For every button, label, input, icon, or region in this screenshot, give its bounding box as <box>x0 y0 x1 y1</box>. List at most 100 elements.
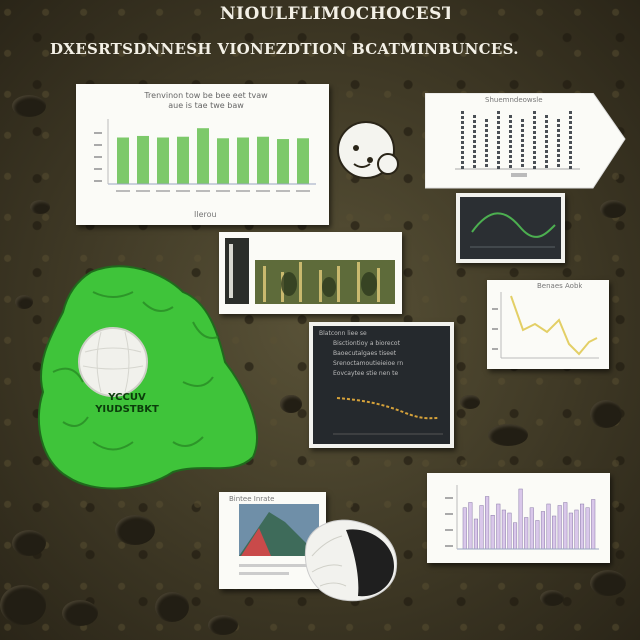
pebble <box>0 585 46 625</box>
dot-mark <box>509 130 512 133</box>
dot-mark <box>497 166 500 169</box>
bar <box>479 505 484 550</box>
dot-mark <box>497 121 500 124</box>
tick-label <box>176 190 190 192</box>
dot-mark <box>569 126 572 129</box>
dot-mark <box>557 159 560 162</box>
dot-mark <box>461 141 464 144</box>
dot-mark <box>557 144 560 147</box>
dot-mark <box>485 119 488 122</box>
dot-mark <box>473 125 476 128</box>
bar <box>462 507 467 550</box>
dot-mark <box>485 149 488 152</box>
dot-mark <box>545 160 548 163</box>
dot-mark <box>557 154 560 157</box>
dot-mark <box>509 145 512 148</box>
dot-mark <box>473 120 476 123</box>
dot-mark <box>545 135 548 138</box>
bar <box>529 507 534 550</box>
dot-mark <box>497 126 500 129</box>
dot-mark <box>545 165 548 168</box>
pebble <box>590 570 626 596</box>
dot-mark <box>509 125 512 128</box>
dot-mark <box>545 145 548 148</box>
dot-mark <box>461 161 464 164</box>
dot-mark <box>497 131 500 134</box>
dot-mark <box>473 130 476 133</box>
bar <box>468 502 473 550</box>
wave-chart-card <box>456 193 565 263</box>
dot-mark <box>473 145 476 148</box>
dot-mark <box>485 134 488 137</box>
dot-mark <box>473 165 476 168</box>
tick-label <box>236 190 250 192</box>
dot-mark <box>485 154 488 157</box>
page-subtitle: DXESRTSDNNESH VIONEZDTION BCATMINBUNCES. <box>50 40 519 58</box>
dot-mark <box>461 151 464 154</box>
dot-mark <box>569 131 572 134</box>
screen-caption-2: Bisctiontioy a biorecot <box>333 340 400 347</box>
chart-title-line-2: aue is tae twe baw <box>168 101 244 110</box>
bar <box>518 488 523 550</box>
bar <box>177 136 189 184</box>
dot-mark <box>473 160 476 163</box>
purple-bar-chart <box>445 485 599 550</box>
dot-mark <box>569 161 572 164</box>
blob-label-line-2: YIUDSTBKT <box>95 404 159 415</box>
bar <box>197 128 209 184</box>
dot-mark <box>569 151 572 154</box>
bar <box>485 496 490 550</box>
dot-mark <box>485 164 488 167</box>
bar <box>157 137 169 184</box>
pebble <box>15 295 33 309</box>
bar <box>217 138 229 184</box>
dot-mark <box>533 156 536 159</box>
green-blob <box>37 265 258 490</box>
dot-mark <box>521 129 524 132</box>
dot-mark <box>557 164 560 167</box>
screen-caption-5: Eovcaytee stie nen te <box>333 370 399 377</box>
dot-mark <box>473 115 476 118</box>
dot-mark <box>485 139 488 142</box>
dot-mark <box>545 115 548 118</box>
pebble <box>540 590 564 606</box>
tick-label <box>256 190 270 192</box>
dot-mark <box>461 121 464 124</box>
tagged-chart-card: Shuemndeowsle <box>425 93 627 189</box>
dot-mark <box>569 166 572 169</box>
stone-object <box>304 519 398 602</box>
bar <box>563 502 568 550</box>
dot-mark <box>461 116 464 119</box>
bar <box>507 512 512 550</box>
dot-mark <box>461 156 464 159</box>
dot-mark <box>497 151 500 154</box>
dot-mark <box>497 141 500 144</box>
dot-mark <box>569 136 572 139</box>
pebble <box>155 592 189 622</box>
dot-mark <box>461 111 464 114</box>
pebble <box>600 200 626 218</box>
dot-mark <box>473 155 476 158</box>
dot-mark <box>521 134 524 137</box>
tag-chart <box>425 93 626 189</box>
dot-mark <box>497 156 500 159</box>
bar <box>591 499 596 550</box>
dot-mark <box>509 135 512 138</box>
bar <box>257 136 269 184</box>
tick-label <box>196 190 210 192</box>
dot-mark <box>521 139 524 142</box>
bar <box>535 520 540 550</box>
blob-label: YCCUV YIUDSTBKT <box>72 392 182 418</box>
dot-mark <box>485 129 488 132</box>
dot-mark <box>533 116 536 119</box>
dot-mark <box>569 111 572 114</box>
dot-mark <box>461 126 464 129</box>
dot-mark <box>557 129 560 132</box>
tick-label <box>216 190 230 192</box>
badge-icon <box>337 121 399 179</box>
tick-label <box>296 190 310 192</box>
bar <box>580 503 585 550</box>
dot-mark <box>533 136 536 139</box>
page-title: NIOULFLIMOCHOCEST <box>220 4 450 24</box>
bar <box>574 509 579 550</box>
